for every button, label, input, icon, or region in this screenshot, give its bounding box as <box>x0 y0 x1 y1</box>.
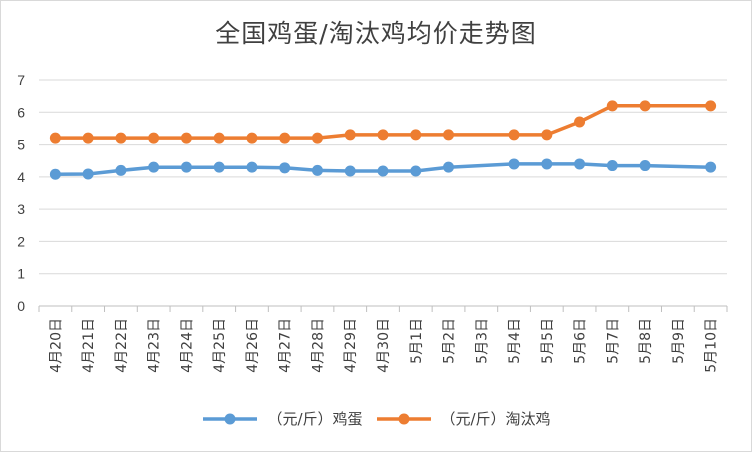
x-tick-label: 5月6日 <box>573 318 589 364</box>
x-tick-label: 5月3日 <box>474 318 490 364</box>
legend-label: （元/斤）鸡蛋 <box>267 410 363 428</box>
y-tick-label: 2 <box>17 233 25 249</box>
legend-item-1: （元/斤）淘汰鸡 <box>375 408 551 429</box>
x-tick-label: 4月25日 <box>212 318 228 373</box>
data-point <box>344 129 356 141</box>
data-point <box>705 161 717 173</box>
x-tick-label: 4月26日 <box>245 318 261 373</box>
legend: （元/斤）鸡蛋 （元/斤）淘汰鸡 <box>0 408 752 429</box>
x-tick-label: 5月5日 <box>540 318 556 364</box>
data-point <box>639 160 651 172</box>
y-tick-label: 6 <box>17 104 25 120</box>
data-point <box>344 165 356 177</box>
legend-swatch <box>203 413 258 424</box>
y-tick-label: 5 <box>17 137 25 153</box>
data-point <box>82 132 94 144</box>
data-point <box>639 100 651 112</box>
x-tick-label: 5月4日 <box>507 318 523 364</box>
data-point <box>115 164 127 176</box>
data-point <box>213 161 225 173</box>
x-tick-label: 4月23日 <box>147 318 163 373</box>
x-tick-label: 5月8日 <box>638 318 654 364</box>
x-tick-label: 4月28日 <box>310 318 326 373</box>
data-point <box>246 161 258 173</box>
x-tick-label: 5月2日 <box>442 318 458 364</box>
data-point <box>574 116 586 128</box>
legend-swatch <box>376 413 431 424</box>
y-tick-label: 1 <box>17 266 25 282</box>
x-tick-label: 4月21日 <box>81 318 97 373</box>
x-tick-label: 4月27日 <box>278 318 294 373</box>
data-point <box>311 132 323 144</box>
data-point <box>410 129 422 141</box>
chart-title: 全国鸡蛋/淘汰鸡均价走势图 <box>215 19 537 48</box>
data-point <box>180 161 192 173</box>
data-point <box>443 161 455 173</box>
x-tick-label: 5月1日 <box>409 318 425 364</box>
data-point <box>606 160 618 172</box>
y-tick-label: 4 <box>17 169 25 185</box>
data-point <box>246 132 258 144</box>
data-point <box>148 161 160 173</box>
data-point <box>443 129 455 141</box>
data-point <box>541 129 553 141</box>
x-tick-label: 5月7日 <box>605 318 621 364</box>
x-tick-label: 4月20日 <box>48 318 64 373</box>
legend-item-0: （元/斤）鸡蛋 <box>201 408 363 429</box>
data-point <box>49 132 61 144</box>
y-tick-label: 0 <box>17 298 25 314</box>
data-point <box>508 158 520 170</box>
x-tick-label: 5月10日 <box>704 318 720 373</box>
data-point <box>311 164 323 176</box>
legend-label: （元/斤）淘汰鸡 <box>440 410 551 428</box>
data-point <box>377 165 389 177</box>
x-tick-label: 4月22日 <box>114 318 130 373</box>
data-point <box>279 162 291 174</box>
data-point <box>508 129 520 141</box>
x-tick-label: 4月30日 <box>376 318 392 373</box>
data-point <box>82 168 94 180</box>
data-point <box>180 132 192 144</box>
data-point <box>49 168 61 180</box>
data-point <box>541 158 553 170</box>
data-point <box>115 132 127 144</box>
y-tick-label: 3 <box>17 201 25 217</box>
data-point <box>148 132 160 144</box>
data-point <box>410 165 422 177</box>
x-tick-label: 5月9日 <box>671 318 687 364</box>
x-tick-label: 4月24日 <box>179 318 195 373</box>
data-point <box>574 158 586 170</box>
data-point <box>213 132 225 144</box>
x-tick-label: 4月29日 <box>343 318 359 373</box>
data-point <box>279 132 291 144</box>
data-point <box>377 129 389 141</box>
data-point <box>606 100 618 112</box>
data-point <box>705 100 717 112</box>
y-tick-label: 7 <box>17 72 25 88</box>
